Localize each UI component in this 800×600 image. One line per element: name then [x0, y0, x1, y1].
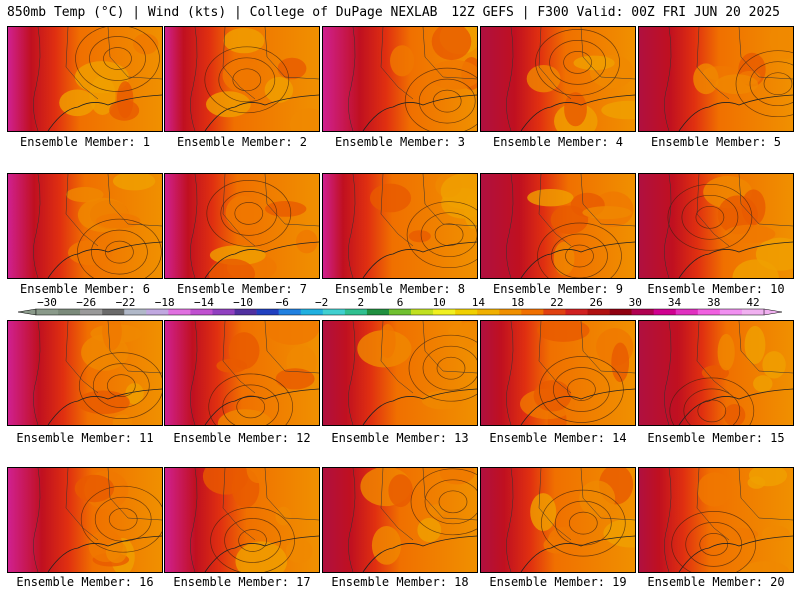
- ensemble-member-label: Ensemble Member: 19: [489, 575, 627, 589]
- colorbar-swatch: [741, 309, 765, 315]
- colorbar-tick-label: 22: [550, 296, 563, 309]
- colorbar-swatch: [80, 309, 103, 315]
- ensemble-member-map: [638, 320, 794, 426]
- ensemble-member-label: Ensemble Member: 16: [16, 575, 154, 589]
- ensemble-member-label: Ensemble Member: 10: [647, 282, 785, 296]
- temperature-colorbar: −30 −26 −22 −18 −14 −10 −6 −2 2 6 10 14 18 22 26 30 34 38…: [17, 296, 783, 316]
- ensemble-member-map: [7, 467, 163, 573]
- colorbar-tick-label: −26: [76, 296, 96, 309]
- colorbar-swatch: [609, 309, 632, 315]
- colorbar-tick-label: 18: [511, 296, 524, 309]
- ensemble-member-label: Ensemble Member: 12: [173, 431, 311, 445]
- ensemble-member-label: Ensemble Member: 4: [492, 135, 624, 149]
- colorbar-tick-label: −10: [233, 296, 253, 309]
- ensemble-member-label: Ensemble Member: 1: [19, 135, 151, 149]
- colorbar-tick-label: 30: [629, 296, 642, 309]
- colorbar-swatch: [388, 309, 412, 315]
- ensemble-member-label: Ensemble Member: 13: [331, 431, 469, 445]
- colorbar-swatch: [499, 309, 522, 315]
- ensemble-member-label: Ensemble Member: 14: [489, 431, 627, 445]
- colorbar-frame: [35, 308, 765, 316]
- colorbar-swatch: [234, 309, 257, 315]
- ensemble-member-map: [480, 173, 636, 279]
- ensemble-member-label: Ensemble Member: 6: [19, 282, 151, 296]
- colorbar-tick-label: 38: [707, 296, 720, 309]
- colorbar-swatch: [300, 309, 324, 315]
- ensemble-member-map: [7, 26, 163, 132]
- ensemble-member-map: [638, 26, 794, 132]
- ensemble-member-map: [638, 467, 794, 573]
- ensemble-member-label: Ensemble Member: 5: [650, 135, 782, 149]
- colorbar-swatch: [278, 309, 302, 315]
- colorbar-swatch: [455, 309, 478, 315]
- ensemble-member-map: [164, 26, 320, 132]
- colorbar-swatch: [124, 309, 147, 315]
- colorbar-tick-label: −22: [116, 296, 136, 309]
- colorbar-tick-label: 34: [668, 296, 682, 309]
- colorbar-tick-label: 42: [746, 296, 759, 309]
- ensemble-member-map: [322, 173, 478, 279]
- colorbar-tick-label: 6: [397, 296, 404, 309]
- colorbar-tick-label: 26: [589, 296, 602, 309]
- colorbar-tick-label: −6: [276, 296, 289, 309]
- colorbar-swatch: [477, 309, 500, 315]
- colorbar-tick-label: −2: [315, 296, 328, 309]
- ensemble-member-label: Ensemble Member: 17: [173, 575, 311, 589]
- colorbar-swatch: [102, 309, 125, 315]
- colorbar-swatch: [719, 309, 743, 315]
- ensemble-member-label: Ensemble Member: 11: [16, 431, 154, 445]
- colorbar-swatch: [653, 309, 677, 315]
- colorbar-swatch: [212, 309, 235, 315]
- colorbar-swatch: [433, 309, 456, 315]
- colorbar-swatch: [190, 309, 213, 315]
- colorbar-swatch: [256, 309, 279, 315]
- colorbar-tick-label: −14: [194, 296, 214, 309]
- colorbar-swatch: [366, 309, 390, 315]
- colorbar-swatch: [631, 309, 654, 315]
- ensemble-member-map: [480, 26, 636, 132]
- model-run-info: 12Z GEFS | F300 Valid: 00Z FRI JUN 20 20…: [451, 5, 780, 20]
- ensemble-member-label: Ensemble Member: 8: [334, 282, 466, 296]
- ensemble-member-map: [7, 173, 163, 279]
- ensemble-member-map: [164, 173, 320, 279]
- colorbar-swatch: [36, 309, 59, 315]
- ensemble-member-map: [480, 320, 636, 426]
- ensemble-member-map: [322, 26, 478, 132]
- ensemble-member-map: [322, 467, 478, 573]
- ensemble-member-label: Ensemble Member: 9: [492, 282, 624, 296]
- ensemble-member-label: Ensemble Member: 20: [647, 575, 785, 589]
- colorbar-swatch: [344, 309, 368, 315]
- colorbar-swatch: [543, 309, 566, 315]
- ensemble-member-label: Ensemble Member: 2: [176, 135, 308, 149]
- colorbar-swatch: [146, 309, 169, 315]
- ensemble-member-map: [164, 320, 320, 426]
- colorbar-swatch: [322, 309, 346, 315]
- colorbar-swatch: [697, 309, 721, 315]
- colorbar-tick-label: −30: [37, 296, 57, 309]
- colorbar-tick-label: 2: [357, 296, 364, 309]
- ensemble-member-map: [7, 320, 163, 426]
- colorbar-swatch: [58, 309, 81, 315]
- ensemble-member-map: [638, 173, 794, 279]
- colorbar-swatch: [411, 309, 434, 315]
- ensemble-member-map: [164, 467, 320, 573]
- ensemble-member-label: Ensemble Member: 18: [331, 575, 469, 589]
- ensemble-member-label: Ensemble Member: 15: [647, 431, 785, 445]
- colorbar-swatch: [521, 309, 544, 315]
- colorbar-tick-label: 14: [472, 296, 486, 309]
- colorbar-swatch: [565, 309, 588, 315]
- colorbar-swatch: [168, 309, 191, 315]
- map-title: 850mb Temp (°C) | Wind (kts) | College o…: [7, 5, 438, 20]
- ensemble-member-label: Ensemble Member: 3: [334, 135, 466, 149]
- ensemble-member-map: [322, 320, 478, 426]
- colorbar-tick-label: 10: [433, 296, 446, 309]
- ensemble-member-map: [480, 467, 636, 573]
- ensemble-member-label: Ensemble Member: 7: [176, 282, 308, 296]
- colorbar-swatch: [587, 309, 610, 315]
- colorbar-swatch: [675, 309, 699, 315]
- colorbar-tick-label: −18: [155, 296, 175, 309]
